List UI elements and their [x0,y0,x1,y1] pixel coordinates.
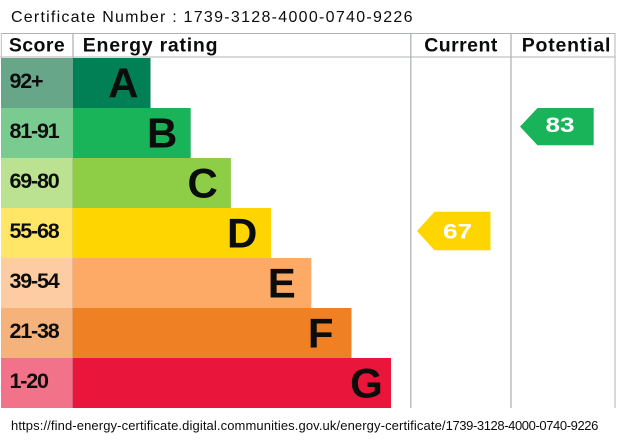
svg-text:Current: Current [424,35,498,57]
svg-text:83: 83 [546,114,575,137]
svg-text:69-80: 69-80 [10,169,60,193]
svg-text:D: D [227,209,257,256]
svg-text:Energy rating: Energy rating [83,35,218,57]
svg-text:Potential: Potential [522,35,612,57]
svg-text:92+: 92+ [10,69,44,93]
svg-text:A: A [108,59,138,106]
svg-text:B: B [147,109,177,156]
svg-text:55-68: 55-68 [10,219,60,243]
svg-text:67: 67 [443,220,472,243]
svg-text:E: E [268,259,296,306]
svg-text:21-38: 21-38 [10,319,60,343]
svg-text:39-54: 39-54 [10,269,60,293]
svg-text:F: F [308,309,334,356]
svg-text:G: G [350,359,383,406]
svg-text:1-20: 1-20 [10,369,49,393]
svg-text:Score: Score [9,35,65,57]
svg-text:81-91: 81-91 [10,119,60,143]
svg-text:C: C [188,159,218,206]
